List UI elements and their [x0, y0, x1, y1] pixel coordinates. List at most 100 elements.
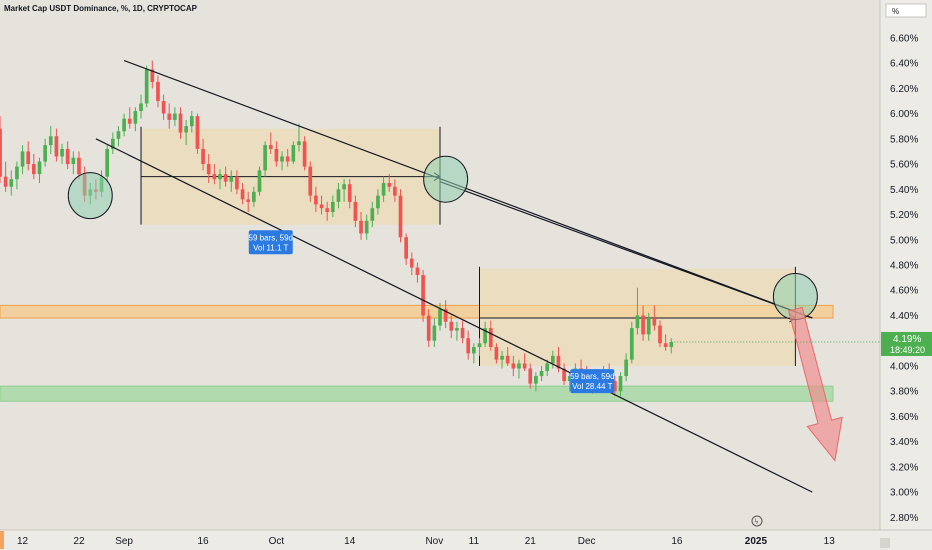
candle-body: [223, 174, 228, 182]
range-box-2-label-vol: Vol 28.44 T: [572, 382, 612, 391]
candle-body: [268, 145, 273, 149]
candle-body: [376, 195, 380, 209]
candle-body: [54, 136, 59, 157]
candle-body: [48, 136, 53, 146]
candle-body: [60, 148, 64, 157]
candle-body: [26, 151, 31, 165]
candle-body: [20, 151, 25, 167]
candle-body: [110, 138, 115, 149]
candle-body: [319, 204, 324, 209]
range-box-1-label-vol: Vol 11.1 T: [253, 243, 288, 252]
candle-body: [534, 376, 538, 384]
y-tick-label: 5.20%: [890, 210, 918, 221]
candle-body: [460, 328, 465, 339]
range-box-2-label-bars: 59 bars, 59d: [570, 372, 614, 381]
y-tick-label: 4.80%: [890, 261, 918, 272]
x-tick-label: 21: [525, 536, 537, 547]
range-box-1-label-bg: [248, 230, 293, 255]
candle-body: [297, 141, 301, 146]
x-tick-label: 13: [824, 536, 836, 547]
candle-body: [443, 309, 448, 322]
candle-body: [550, 355, 555, 364]
current-price-label: 4.19%: [893, 334, 921, 345]
range-box-1-label-bars: 59 bars, 59d: [249, 233, 293, 242]
y-tick-label: 6.60%: [890, 33, 918, 44]
upper-channel-trendline: [123, 60, 813, 319]
candle-body: [505, 355, 510, 364]
candle-body: [156, 82, 160, 101]
candle-body: [144, 69, 149, 104]
candle-body: [116, 131, 121, 139]
candle-body: [15, 166, 19, 180]
candle-body: [466, 338, 471, 354]
x-tick-label: 16: [671, 536, 683, 547]
candle-body: [77, 157, 81, 175]
candle-body: [336, 189, 341, 202]
candle-body: [280, 156, 284, 162]
candle-body: [246, 199, 251, 202]
unit-badge[interactable]: [885, 3, 927, 18]
candle-body: [646, 318, 651, 335]
replay-icon[interactable]: [751, 515, 763, 527]
candle-body: [32, 164, 36, 175]
candle-body: [539, 371, 544, 377]
candle-body: [494, 347, 499, 360]
candle-body: [9, 179, 14, 187]
candle-body: [37, 161, 42, 175]
x-tick-label: 11: [469, 536, 480, 547]
candle-body: [347, 184, 352, 202]
projection-arrow: [788, 306, 843, 462]
x-tick-label: 2025: [745, 536, 768, 547]
scale-button[interactable]: [880, 538, 890, 548]
candle-body: [353, 201, 358, 221]
candle-body: [206, 164, 211, 175]
price-axis[interactable]: 6.80%6.60%6.40%6.20%6.00%5.80%5.60%5.40%…: [890, 8, 918, 524]
time-axis[interactable]: 12 22 Sep 16 Oct 14 Nov 11 21 Dec 16 2025 13: [17, 536, 835, 547]
candle-body: [635, 315, 640, 329]
price-axis-panel: [880, 0, 932, 550]
candle-body: [105, 148, 110, 177]
y-tick-label: 5.00%: [890, 235, 918, 246]
candle-body: [415, 267, 420, 276]
candle-body: [517, 363, 521, 369]
y-tick-label: 2.80%: [890, 513, 918, 524]
time-axis-panel: [0, 530, 932, 550]
y-tick-label: 6.40%: [890, 59, 918, 70]
left-timeline-marker: [0, 531, 4, 549]
candle-body: [342, 184, 346, 190]
y-tick-label: 3.40%: [890, 437, 918, 448]
y-tick-label: 3.00%: [890, 488, 918, 499]
candle-body: [545, 363, 550, 371]
candle-body: [127, 118, 132, 124]
candle-body: [567, 376, 572, 382]
candle-body: [483, 328, 487, 344]
circle-november: [423, 155, 469, 203]
replay-icon-glyph: ϟ: [754, 518, 759, 526]
candle-body: [184, 126, 188, 133]
candle-body: [212, 174, 217, 180]
x-tick-label: Sep: [115, 536, 133, 547]
circle-august: [67, 172, 113, 220]
candle-body: [449, 321, 454, 331]
range-box-2-label-bg: [570, 369, 615, 394]
candle-body: [629, 328, 634, 360]
y-tick-label: 4.00%: [890, 361, 918, 372]
candle-body: [263, 145, 267, 171]
candle-body: [167, 113, 172, 120]
candle-body: [618, 376, 623, 392]
support-zone: [0, 385, 834, 402]
upper-channel-2-trendline: [439, 181, 813, 319]
lines-layer: [95, 60, 813, 493]
candle-body: [285, 156, 290, 162]
candle-body: [364, 220, 369, 234]
candle-body: [139, 103, 143, 112]
candle-body: [201, 148, 205, 165]
candle-body: [150, 69, 155, 83]
candle-body: [308, 166, 313, 196]
candle-body: [387, 182, 392, 187]
candle-body: [477, 343, 482, 348]
candle-body: [669, 341, 674, 348]
candle-body: [161, 100, 166, 114]
candle-body: [488, 328, 493, 348]
